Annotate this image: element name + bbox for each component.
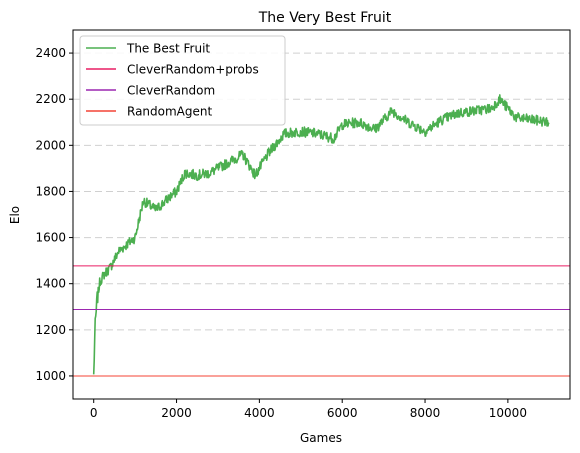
legend-label: The Best Fruit (126, 42, 210, 56)
y-tick-label: 1800 (35, 184, 66, 198)
y-tick-label: 1600 (35, 231, 66, 245)
y-tick-label: 2000 (35, 138, 66, 152)
series-line (92, 94, 550, 375)
x-tick-label: 6000 (327, 406, 358, 420)
y-tick-label: 2200 (35, 92, 66, 106)
x-tick-label: 2000 (161, 406, 192, 420)
x-tick-label: 10000 (489, 406, 527, 420)
y-tick-label: 1000 (35, 369, 66, 383)
legend-label: CleverRandom (127, 84, 215, 98)
y-tick-label: 1400 (35, 277, 66, 291)
y-axis: 1000 1200 1400 1600 1800 2000 2200 2400 (35, 46, 73, 383)
x-axis: 0 2000 4000 6000 8000 10000 (90, 399, 527, 420)
y-tick-label: 2400 (35, 46, 66, 60)
x-tick-label: 4000 (244, 406, 275, 420)
axes-frame (72, 29, 571, 400)
chart-title: The Very Best Fruit (258, 10, 392, 26)
legend: The Best Fruit CleverRandom+probs CleverRa… (79, 35, 286, 126)
legend-label: RandomAgent (127, 105, 212, 119)
x-tick-label: 0 (90, 406, 98, 420)
y-axis-label: Elo (8, 206, 22, 224)
legend-box (79, 35, 286, 126)
x-tick-label: 8000 (410, 406, 441, 420)
plot-area (73, 94, 570, 377)
y-tick-label: 1200 (35, 323, 66, 337)
x-axis-label: Games (300, 431, 342, 445)
legend-label: CleverRandom+probs (127, 63, 259, 77)
